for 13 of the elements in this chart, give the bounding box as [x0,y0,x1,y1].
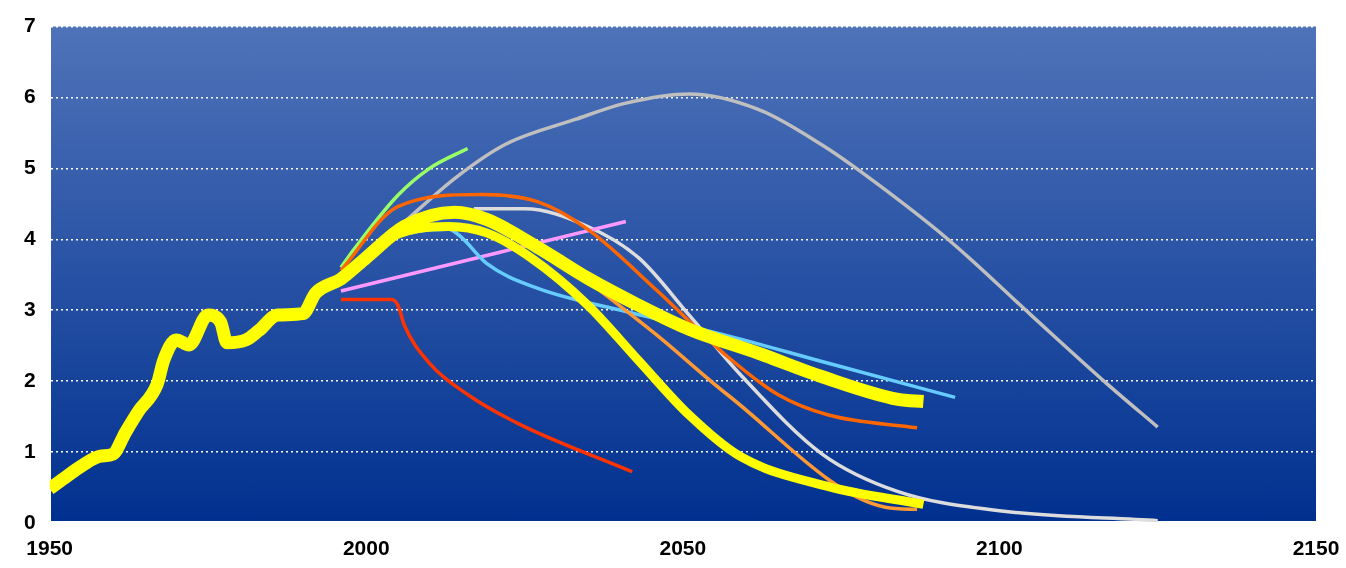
x-tick-label: 2050 [659,536,707,560]
x-tick-label: 1950 [26,536,74,560]
y-tick-label: 5 [23,155,36,179]
y-tick-label: 0 [23,509,36,533]
x-tick-label: 2000 [342,536,390,560]
y-tick-label: 7 [23,13,36,37]
y-tick-label: 2 [23,367,36,391]
y-tick-label: 4 [23,226,36,250]
x-tick-label: 2150 [1292,536,1340,560]
y-tick-label: 3 [23,296,36,320]
y-tick-label: 6 [23,84,36,108]
y-tick-label: 1 [23,438,36,462]
x-tick-label: 2100 [976,536,1023,560]
